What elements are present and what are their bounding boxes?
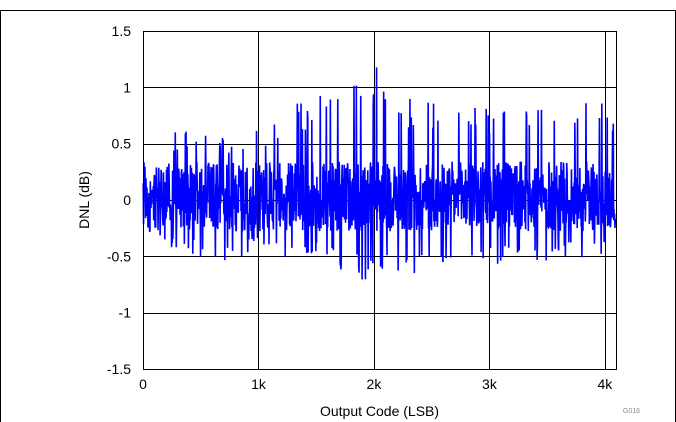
plot-area-border bbox=[143, 31, 617, 370]
x-tick-label: 1k bbox=[251, 376, 267, 392]
y-tick-label: 1.5 bbox=[112, 23, 132, 39]
x-tick-label: 0 bbox=[139, 376, 147, 392]
x-axis-title: Output Code (LSB) bbox=[320, 403, 439, 419]
y-tick-label: -1.5 bbox=[107, 361, 131, 377]
x-tick-label: 3k bbox=[482, 376, 498, 392]
x-axis-ticks: 0 1k 2k 3k 4k bbox=[139, 376, 613, 392]
figure-id-label: G016 bbox=[623, 408, 640, 415]
y-tick-label: 0.5 bbox=[112, 136, 132, 152]
y-tick-label: 1 bbox=[123, 79, 131, 95]
dnl-series-line bbox=[142, 67, 617, 280]
x-tick-label: 2k bbox=[367, 376, 383, 392]
y-tick-label: 0 bbox=[123, 192, 131, 208]
x-tick-label: 4k bbox=[598, 376, 614, 392]
y-axis-title: DNL (dB) bbox=[76, 171, 92, 229]
plot-series-area bbox=[142, 67, 617, 280]
y-tick-label: -0.5 bbox=[107, 248, 131, 264]
y-tick-label: -1 bbox=[119, 305, 132, 321]
y-axis-ticks: 1.5 1 0.5 0 -0.5 -1 -1.5 bbox=[107, 23, 131, 377]
